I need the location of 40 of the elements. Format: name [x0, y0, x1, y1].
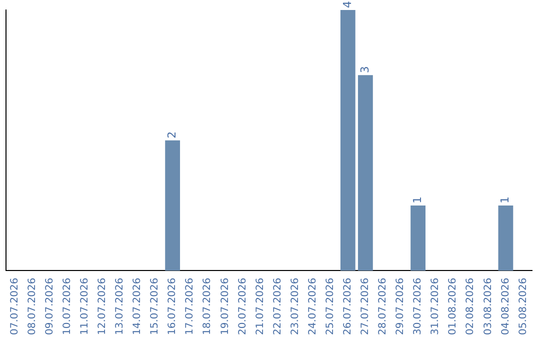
x-tick-label: 28.07.2026 [378, 278, 389, 336]
x-tick-label: 22.07.2026 [272, 278, 284, 336]
x-tick-label: 20.07.2026 [237, 278, 248, 336]
x-tick-label: 10.07.2026 [62, 278, 73, 336]
x-tick-label: 30.07.2026 [412, 278, 424, 336]
data-label: 3 [358, 66, 372, 74]
x-tick-label: 26.07.2026 [342, 278, 354, 336]
bar [340, 10, 356, 271]
bar [358, 75, 373, 271]
x-tick-label: 12.07.2026 [97, 278, 108, 336]
bar [410, 206, 426, 271]
x-tick-label: 21.07.2026 [254, 278, 266, 336]
bar [165, 140, 180, 271]
bar [498, 206, 514, 271]
x-tick-label: 17.07.2026 [184, 278, 196, 336]
x-tick-label: 15.07.2026 [150, 278, 161, 336]
x-tick-label: 24.07.2026 [307, 278, 318, 336]
x-tick-label: 08.07.2026 [26, 278, 38, 336]
x-tick-label: 02.08.2026 [465, 278, 476, 336]
x-tick-label: 29.07.2026 [395, 278, 406, 336]
x-tick-label: 07.07.2026 [9, 278, 20, 336]
data-label: 1 [410, 196, 424, 204]
x-tick-label: 19.07.2026 [220, 278, 231, 336]
x-tick-label: 14.07.2026 [132, 278, 144, 336]
data-label: 4 [340, 1, 354, 8]
x-tick-label: 25.07.2026 [324, 278, 336, 336]
x-tick-label: 27.07.2026 [360, 278, 372, 336]
x-tick-label: 23.07.2026 [290, 278, 301, 336]
x-tick-label: 16.07.2026 [167, 278, 178, 336]
x-tick-label: 05.08.2026 [518, 278, 529, 336]
data-label: 1 [498, 196, 512, 204]
x-tick-label: 31.07.2026 [430, 278, 442, 336]
x-tick-label: 13.07.2026 [114, 278, 126, 336]
x-tick-label: 18.07.2026 [202, 278, 214, 336]
x-tick-label: 03.08.2026 [482, 278, 494, 336]
x-tick-label: 09.07.2026 [44, 278, 56, 336]
x-tick-label: 04.08.2026 [500, 278, 512, 336]
data-label: 2 [165, 131, 178, 138]
x-tick-label: 11.07.2026 [79, 278, 90, 336]
x-tick-label: 01.08.2026 [448, 278, 459, 336]
